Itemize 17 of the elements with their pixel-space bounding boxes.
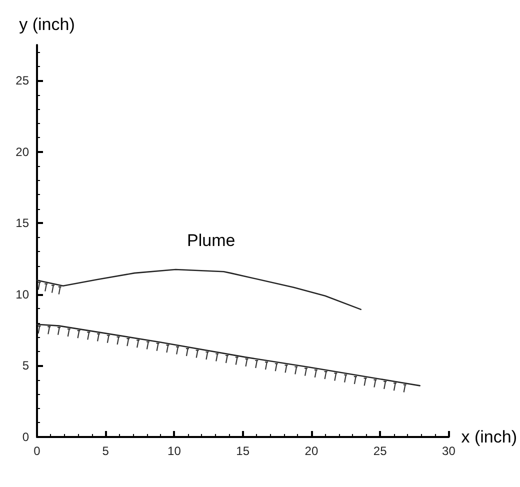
y-tick-label: 10 xyxy=(16,287,30,302)
annotation: Plume xyxy=(187,231,236,250)
y-tick-label: 15 xyxy=(16,216,30,230)
x-tick-label: 20 xyxy=(304,444,318,458)
x-tick-label: 30 xyxy=(442,444,456,458)
y-tick-label: 25 xyxy=(16,74,30,88)
y-axis-title: y (inch) xyxy=(19,15,75,34)
x-tick-label: 15 xyxy=(236,444,250,458)
x-axis-title: x (inch) xyxy=(461,428,518,446)
y-tick-label: 0 xyxy=(22,430,30,444)
line-series xyxy=(36,268,362,310)
x-tick-label: 5 xyxy=(102,444,110,458)
y-tick-label: 5 xyxy=(22,358,30,373)
x-tick-label: 10 xyxy=(168,444,182,458)
x-tick-label: 25 xyxy=(373,444,388,458)
x-tick-label: 0 xyxy=(34,444,41,458)
y-tick-label: 20 xyxy=(16,144,30,159)
